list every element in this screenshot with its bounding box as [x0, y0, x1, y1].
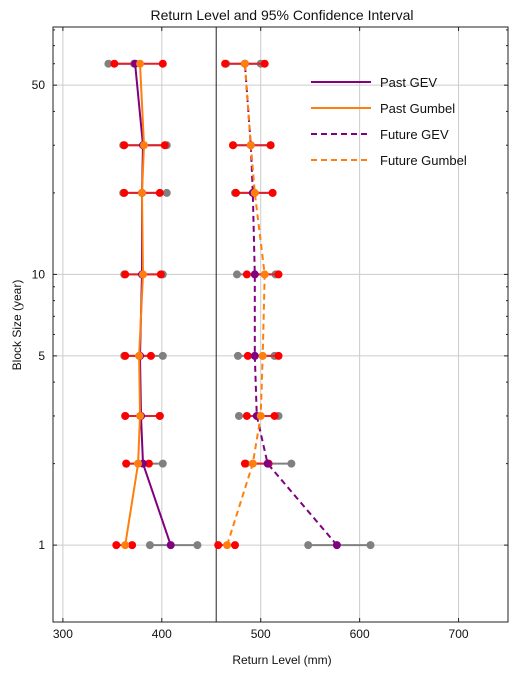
gumbel-ci-high-point — [160, 141, 169, 150]
future-gumbel-point — [256, 411, 265, 420]
future-gev-point — [250, 270, 259, 279]
gev-ci-low-point — [304, 541, 313, 550]
past-gumbel-point — [136, 59, 145, 68]
gumbel-ci-low-point — [121, 411, 130, 420]
future-gev-point — [250, 351, 259, 360]
gumbel-ci-high-point — [128, 541, 137, 550]
legend-label-future-gev: Future GEV — [380, 127, 449, 142]
plot-frame — [52, 26, 509, 623]
legend: Past GEV Past Gumbel Future GEV Future Gumb… — [311, 75, 467, 168]
future-gumbel-line — [226, 63, 266, 546]
gev-ci-high-point — [158, 459, 167, 468]
gumbel-ci-high-point — [146, 351, 155, 360]
gumbel-ci-high-point — [266, 141, 275, 150]
past-gumbel-point — [136, 411, 145, 420]
gumbel-ci-low-point — [121, 351, 130, 360]
x-tick-label: 400 — [152, 627, 172, 641]
future-gumbel-point — [240, 59, 249, 68]
future-gumbel-point — [260, 270, 269, 279]
gumbel-ci-high-point — [231, 541, 239, 550]
gev-ci-high-point — [287, 459, 296, 468]
series-lines — [124, 63, 338, 546]
gumbel-ci-high-point — [158, 59, 167, 68]
gumbel-ci-high-point — [144, 459, 153, 468]
gev-ci-low-point — [145, 541, 154, 550]
gumbel-ci-high-point — [274, 270, 283, 279]
axis-ticks: 300 400 500 600 700 1 5 10 50 — [32, 27, 508, 641]
y-tick-label: 1 — [38, 538, 45, 552]
gumbel-ci-low-point — [231, 188, 240, 197]
gumbel-ci-low-point — [243, 351, 252, 360]
gumbel-ci-low-point — [110, 59, 119, 68]
gumbel-ci-low-point — [214, 541, 223, 550]
y-tick-label: 10 — [32, 267, 46, 281]
x-axis-label: Return Level (mm) — [232, 653, 331, 667]
gumbel-ci-high-point — [155, 188, 164, 197]
gev-ci-low-point — [104, 59, 113, 68]
gev-ci-low-point — [232, 270, 241, 279]
y-tick-label: 5 — [38, 349, 45, 363]
gumbel-ci-low-point — [112, 541, 121, 550]
x-tick-label: 700 — [449, 627, 469, 641]
past-gumbel-point — [121, 541, 130, 550]
gev-ci-high-point — [366, 541, 375, 550]
past-gumbel-line — [124, 63, 146, 546]
legend-label-past-gumbel: Past Gumbel — [380, 101, 455, 116]
future-gumbel-point — [250, 188, 259, 197]
future-gumbel-point — [223, 541, 232, 550]
future-gumbel-point — [258, 351, 267, 360]
gumbel-ci-low-point — [120, 188, 129, 197]
future-gumbel-point — [248, 459, 257, 468]
gumbel-ci-low-point — [242, 411, 251, 420]
past-gumbel-point — [138, 188, 147, 197]
past-gumbel-point — [135, 351, 144, 360]
gev-ci-low-point — [233, 351, 242, 360]
gumbel-ci-low-point — [229, 141, 238, 150]
gumbel-ci-low-point — [242, 270, 251, 279]
gumbel-ci-low-point — [120, 141, 129, 150]
past-gev-point — [166, 541, 175, 550]
gev-ci-low-point — [234, 411, 243, 420]
gumbel-ci-low-point — [221, 59, 230, 68]
x-tick-label: 500 — [251, 627, 271, 641]
future-gev-point — [263, 459, 272, 468]
x-tick-label: 300 — [53, 627, 73, 641]
gumbel-ci-high-point — [268, 188, 277, 197]
gumbel-ci-low-point — [122, 459, 131, 468]
past-gumbel-point — [140, 141, 148, 150]
legend-label-past-gev: Past GEV — [380, 75, 437, 90]
legend-label-future-gumbel: Future Gumbel — [380, 153, 467, 168]
gumbel-ci-low-point — [240, 459, 249, 468]
gev-ci-high-point — [193, 541, 202, 550]
x-tick-label: 600 — [350, 627, 370, 641]
gumbel-ci-low-point — [121, 270, 130, 279]
gumbel-ci-high-point — [260, 59, 269, 68]
past-gumbel-point — [139, 270, 148, 279]
gumbel-ci-high-point — [270, 411, 279, 420]
y-axis-label: Block Size (year) — [10, 280, 24, 371]
gumbel-ci-high-point — [274, 351, 283, 360]
past-gumbel-point — [134, 459, 143, 468]
gev-ci-high-point — [162, 188, 171, 197]
grid-lines — [53, 27, 508, 622]
series-points — [121, 59, 341, 550]
future-gev-line — [243, 63, 338, 546]
chart-title: Return Level and 95% Confidence Interval — [150, 7, 413, 23]
y-tick-label: 50 — [32, 78, 46, 92]
gumbel-ci-high-point — [155, 411, 164, 420]
gumbel-ci-high-point — [156, 270, 165, 279]
past-gev-line — [134, 63, 172, 546]
future-gev-point — [332, 541, 341, 550]
future-gumbel-point — [246, 141, 255, 150]
gev-ci-high-point — [158, 351, 167, 360]
